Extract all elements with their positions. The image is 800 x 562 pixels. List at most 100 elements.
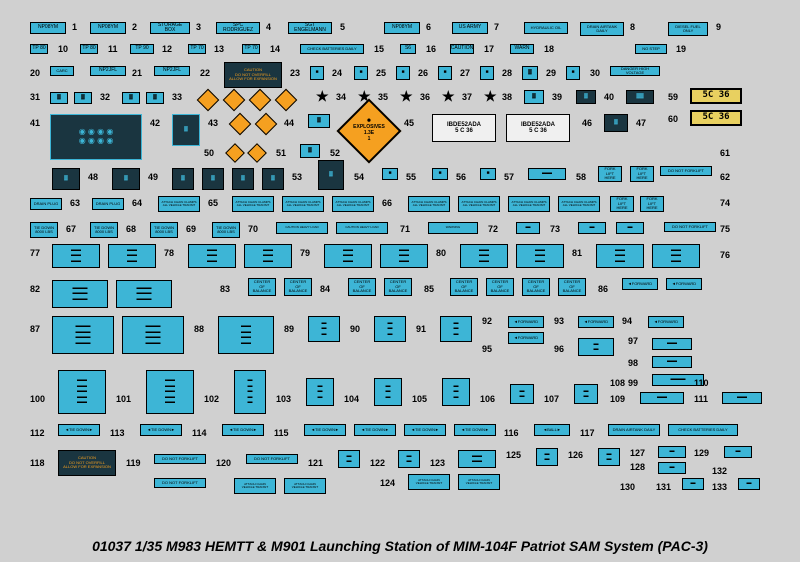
decal: S6: [400, 44, 416, 54]
decal: ◄TIE DOWN►: [304, 424, 346, 436]
num: 46: [582, 118, 592, 128]
num: 25: [376, 68, 386, 78]
num: 65: [208, 198, 218, 208]
decal: ▓: [202, 168, 224, 190]
block: ▬▬▬: [440, 316, 472, 342]
decal: ▓: [74, 92, 92, 104]
num: 119: [126, 458, 141, 468]
num: 15: [374, 44, 384, 54]
num: 12: [162, 44, 172, 54]
num: 96: [554, 344, 564, 354]
num: 11: [108, 44, 118, 54]
num: 105: [412, 394, 427, 404]
instrument-panel: ◉ ◉ ◉ ◉◉ ◉ ◉ ◉: [50, 114, 142, 160]
decal: ATTACH CHAIN CLAMPSALL VEHICLE TRANSIT: [508, 196, 550, 212]
num: 71: [400, 224, 410, 234]
num: 92: [482, 316, 492, 326]
large-block: ▬▬▬▬▬▬▬▬▬▬▬▬: [52, 316, 114, 354]
num: 26: [418, 68, 428, 78]
decal: WARN: [510, 44, 534, 54]
decal: DO NOT FORKLIFT: [154, 478, 206, 488]
hazmat-diamond: [225, 143, 245, 163]
decal: ▬▬: [528, 168, 566, 180]
hazmat-diamond: [255, 113, 278, 136]
num: 63: [70, 198, 80, 208]
decal: ▓▓: [626, 90, 654, 104]
stacked-block: ▬▬▬▬▬▬: [460, 244, 508, 268]
num: 77: [30, 248, 40, 258]
decal: DO NOT FORKLIFT: [660, 166, 712, 176]
decal: DO NOT FORKLIFT: [664, 222, 716, 232]
decal: FORKLIFTHERE: [598, 166, 622, 182]
decal: ■: [480, 168, 496, 180]
num: 47: [636, 118, 646, 128]
num: 129: [694, 448, 709, 458]
hazmat-diamond: [275, 89, 298, 112]
decal-1: NP08YM: [30, 22, 66, 34]
decal: ▬: [616, 222, 644, 234]
decal: DANGER HIGH VOLTAGE: [610, 66, 660, 76]
decal: NP2JFL: [154, 66, 190, 76]
decal: ATTACH CHAINVEHICLE TRANSIT: [234, 478, 276, 494]
num: 64: [132, 198, 142, 208]
decal: ▓: [172, 168, 194, 190]
decal: ▓: [604, 114, 628, 132]
num: 107: [544, 394, 559, 404]
decal: DIESEL FUEL ONLY: [668, 22, 708, 36]
num: 110: [694, 378, 709, 388]
num: 109: [610, 394, 625, 404]
block: ▬▬: [338, 450, 360, 468]
decal: FORKLIFTHERE: [640, 196, 664, 212]
num: 89: [284, 324, 294, 334]
decal: ATTACH CHAIN CLAMPSALL VEHICLE TRANSIT: [282, 196, 324, 212]
num: 95: [482, 344, 492, 354]
num: 125: [506, 450, 521, 460]
num: 54: [354, 172, 364, 182]
num: 48: [88, 172, 98, 182]
stacked-block: ▬▬▬▬▬▬▬▬▬: [52, 280, 108, 308]
num: 114: [192, 428, 207, 438]
decal: ◄FORWARD: [666, 278, 702, 290]
decal: ATTACH CHAIN CLAMPSALL VEHICLE TRANSIT: [332, 196, 374, 212]
num: 123: [430, 458, 445, 468]
block: ▬▬: [536, 448, 558, 466]
decal: ■: [382, 168, 398, 180]
num: 22: [200, 68, 210, 78]
decal: ATTACH CHAIN CLAMPSALL VEHICLE TRANSIT: [458, 196, 500, 212]
num: 2: [132, 22, 137, 32]
decal: CHECK BATTERIES DAILY: [668, 424, 738, 436]
decal: CENTEROFBALANCE: [248, 278, 276, 296]
num: 14: [270, 44, 280, 54]
large-block: ▬▬▬▬▬: [234, 370, 266, 414]
decal: DRAIN PLUG: [30, 198, 62, 210]
decal: ▬: [658, 462, 686, 474]
decal: CENTEROFBALANCE: [486, 278, 514, 296]
num: 90: [350, 324, 360, 334]
decal: ▬: [658, 446, 686, 458]
stacked-block: ▬▬▬▬▬▬: [324, 244, 372, 268]
num: 18: [544, 44, 554, 54]
decal: ▬▬: [652, 338, 692, 350]
vehicle-id-plate: IBDE52ADA5 C 36: [506, 114, 570, 142]
num: 91: [416, 324, 426, 334]
num: 56: [456, 172, 466, 182]
decal: TP 80: [30, 44, 48, 54]
num: 3: [196, 22, 201, 32]
vehicle-id-plate: IBDE52ADA5 C 36: [432, 114, 496, 142]
block: ▬▬: [598, 448, 620, 466]
decal: FORKLIFTHERE: [630, 166, 654, 182]
star-icon: ★: [400, 88, 413, 105]
num: 76: [720, 250, 730, 260]
decal: SPC RODRIGUEZ: [216, 22, 260, 34]
num: 101: [116, 394, 131, 404]
gauge-icon: ▓: [172, 114, 200, 146]
block: ▬▬: [510, 384, 534, 404]
num: 35: [378, 92, 388, 102]
block: ▬▬▬: [308, 316, 340, 342]
decal: ▓: [522, 66, 538, 80]
decal: ▬: [682, 478, 704, 490]
hazmat-diamond: [229, 113, 252, 136]
num: 126: [568, 450, 583, 460]
num: 51: [276, 148, 286, 158]
decal: TIE DOWN8000 LBS: [90, 222, 118, 238]
